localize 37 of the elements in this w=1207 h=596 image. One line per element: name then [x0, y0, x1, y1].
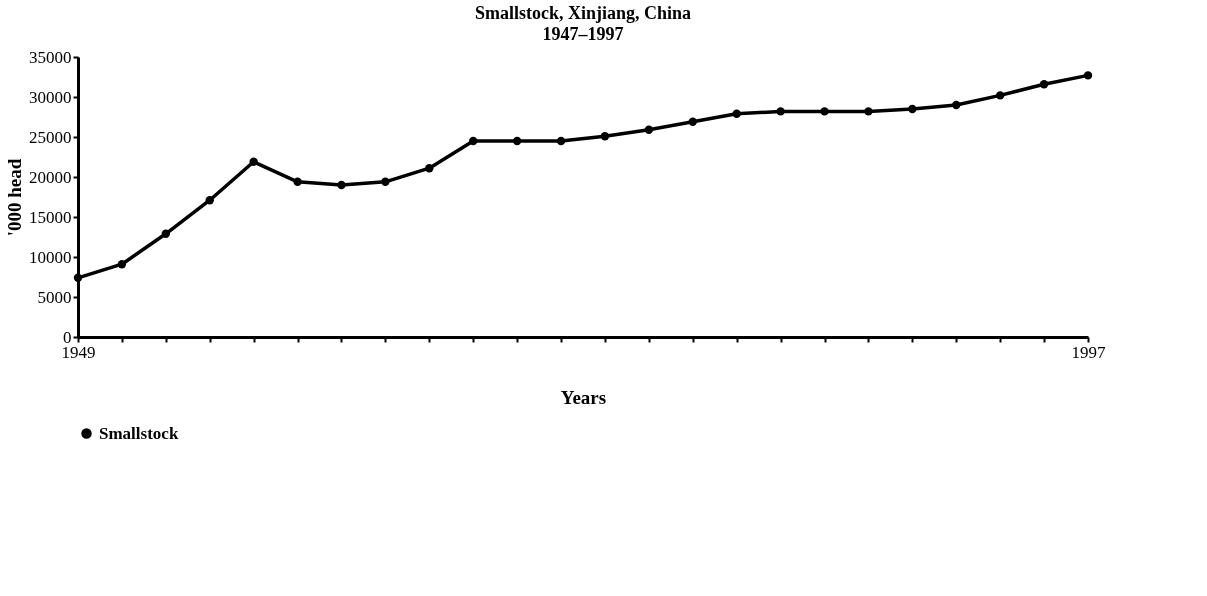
- legend-label: Smallstock: [99, 423, 179, 443]
- point: [995, 91, 1005, 100]
- point: [864, 107, 873, 116]
- point: [688, 117, 697, 126]
- y-tick-label: 25000: [29, 127, 72, 147]
- point: [469, 136, 478, 146]
- point: [161, 229, 171, 238]
- y-tick-label: 20000: [29, 167, 72, 187]
- y-tick-label: 5000: [37, 287, 72, 307]
- point: [337, 180, 346, 190]
- point: [205, 196, 214, 205]
- point: [249, 157, 258, 166]
- chart-title: Smallstock, Xinjiang, China: [474, 3, 692, 23]
- y-tick-label: 15000: [29, 207, 72, 227]
- point: [73, 273, 83, 282]
- point: [820, 107, 829, 116]
- point: [952, 100, 961, 110]
- point: [117, 260, 127, 269]
- point: [1039, 80, 1049, 89]
- chart-subtitle: 1947–1997: [542, 24, 624, 44]
- point: [776, 107, 785, 116]
- point: [425, 164, 434, 173]
- point: [556, 136, 566, 146]
- point: [381, 177, 390, 186]
- y-tick-label: 35000: [29, 47, 72, 67]
- point: [1083, 71, 1093, 80]
- y-axis-title: '000 head: [4, 158, 25, 237]
- point: [732, 109, 741, 118]
- y-tick-label: 10000: [29, 247, 72, 267]
- point: [908, 104, 917, 114]
- x-tick-label: 1997: [1071, 342, 1106, 362]
- point: [644, 125, 654, 134]
- x-axis-title: Years: [560, 386, 607, 408]
- y-tick-label: 30000: [29, 87, 72, 107]
- point: [512, 136, 522, 146]
- point: [600, 132, 610, 141]
- point: [293, 177, 302, 186]
